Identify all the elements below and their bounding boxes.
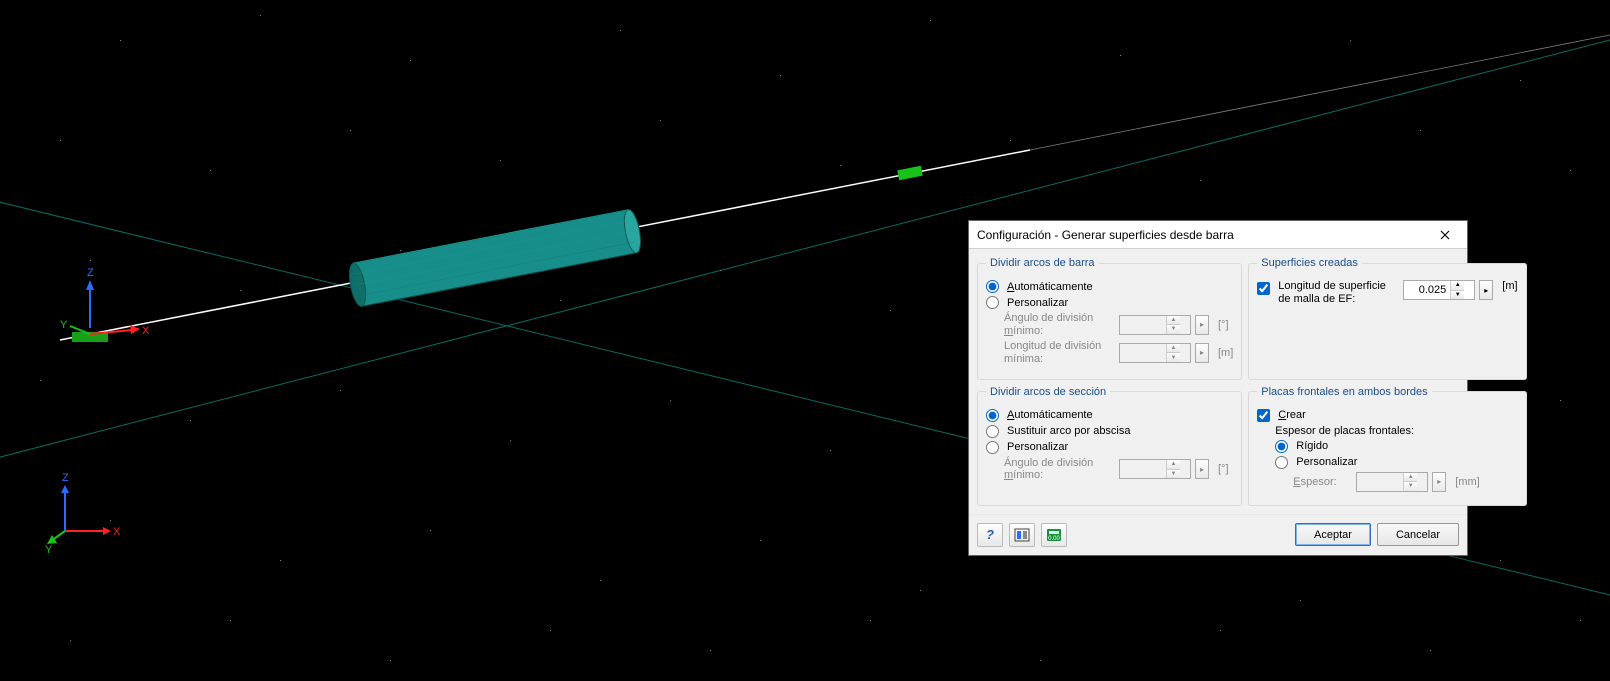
picker-icon: ▸ [1432, 472, 1446, 492]
fe-mesh-length-spinner[interactable]: ▲▼ [1403, 280, 1475, 300]
radio-bar-auto[interactable] [986, 280, 999, 293]
radio-plate-rigid[interactable] [1275, 440, 1288, 453]
help-icon: ? [986, 527, 994, 542]
defaults-button[interactable]: 0.00 [1041, 523, 1067, 547]
radio-section-auto[interactable] [986, 409, 999, 422]
bar-min-angle-spinner: ▲▼ [1119, 315, 1191, 335]
radio-section-auto-label: Automáticamente [1007, 409, 1093, 421]
radio-section-custom[interactable] [986, 441, 999, 454]
radio-section-custom-label: Personalizar [1007, 441, 1068, 453]
ok-button[interactable]: Aceptar [1295, 523, 1371, 546]
group-legend: Dividir arcos de barra [986, 257, 1099, 269]
unit-label: [m] [1218, 347, 1233, 359]
radio-section-abscissa-label: Sustituir arco por abscisa [1007, 425, 1131, 437]
radio-plate-rigid-label: Rígido [1296, 440, 1328, 452]
svg-text:X: X [142, 325, 150, 337]
calculator-icon: 0.00 [1046, 528, 1062, 542]
checkbox-create-plates-label: Crear [1278, 409, 1306, 421]
radio-bar-auto-label: Automáticamente [1007, 281, 1093, 293]
bar-min-length-spinner: ▲▼ [1119, 343, 1191, 363]
units-button[interactable] [1009, 523, 1035, 547]
unit-label: [mm] [1455, 476, 1479, 488]
unit-label: [°] [1218, 319, 1229, 331]
dialog-titlebar[interactable]: Configuración - Generar superficies desd… [969, 221, 1467, 249]
svg-text:Z: Z [62, 472, 69, 484]
fe-mesh-length-label: Longitud de superficie de malla de EF: [1278, 280, 1398, 305]
plate-thickness-label: Espesor: [1293, 476, 1351, 488]
group-legend: Dividir arcos de sección [986, 386, 1110, 398]
bar-min-length-label: Longitud de división mínima: [1004, 340, 1114, 365]
close-button[interactable] [1425, 222, 1465, 248]
checkbox-fe-mesh-length[interactable] [1257, 282, 1270, 295]
radio-bar-custom[interactable] [986, 296, 999, 309]
radio-plate-custom-label: Personalizar [1296, 456, 1357, 468]
section-min-angle-label: Ángulo de división mínimo: [1004, 457, 1114, 482]
group-created-surfaces: Superficies creadas Longitud de superfic… [1248, 257, 1526, 380]
plate-thickness-spinner: ▲▼ [1356, 472, 1428, 492]
unit-label: [°] [1218, 463, 1229, 475]
axis-triad: Z X Y [45, 476, 125, 561]
cancel-button[interactable]: Cancelar [1377, 523, 1459, 546]
group-divide-section-arcs: Dividir arcos de sección Automáticamente… [977, 386, 1242, 506]
svg-text:0.00: 0.00 [1048, 536, 1060, 542]
group-end-plates: Placas frontales en ambos bordes Crear E… [1248, 386, 1526, 506]
picker-icon: ▸ [1195, 315, 1209, 335]
close-icon [1440, 230, 1450, 240]
fe-mesh-length-input[interactable] [1404, 281, 1450, 299]
svg-text:Y: Y [45, 544, 53, 556]
picker-icon: ▸ [1195, 459, 1209, 479]
svg-text:Y: Y [60, 319, 68, 331]
plate-thickness-header: Espesor de placas frontales: [1275, 425, 1414, 437]
group-legend: Placas frontales en ambos bordes [1257, 386, 1431, 398]
radio-bar-custom-label: Personalizar [1007, 297, 1068, 309]
group-legend: Superficies creadas [1257, 257, 1362, 269]
bar-min-length-input [1120, 344, 1166, 362]
beam-cylinder [347, 208, 644, 307]
picker-button[interactable]: ▸ [1479, 280, 1493, 300]
dialog-footer: ? 0.00 Aceptar Cancelar [969, 514, 1467, 555]
picker-icon: ▸ [1195, 343, 1209, 363]
svg-text:X: X [113, 526, 121, 538]
group-divide-bar-arcs: Dividir arcos de barra Automáticamente P… [977, 257, 1242, 380]
spin-down-icon[interactable]: ▼ [1451, 291, 1464, 300]
bar-min-angle-input [1120, 316, 1166, 334]
spin-up-icon[interactable]: ▲ [1451, 281, 1464, 291]
bar-min-angle-label: Ángulo de división mínimo: [1004, 312, 1114, 337]
beam-axis-line-ext [1030, 35, 1610, 150]
section-min-angle-input [1120, 460, 1166, 478]
radio-section-abscissa[interactable] [986, 425, 999, 438]
checkbox-create-plates[interactable] [1257, 409, 1270, 422]
svg-text:Z: Z [87, 267, 94, 279]
radio-plate-custom[interactable] [1275, 456, 1288, 469]
units-icon [1014, 528, 1030, 542]
settings-dialog: Configuración - Generar superficies desd… [968, 220, 1468, 556]
support-node [897, 166, 922, 180]
dialog-title: Configuración - Generar superficies desd… [977, 228, 1425, 242]
plate-thickness-input [1357, 473, 1403, 491]
unit-label: [m] [1502, 280, 1517, 292]
help-button[interactable]: ? [977, 523, 1003, 547]
section-min-angle-spinner: ▲▼ [1119, 459, 1191, 479]
